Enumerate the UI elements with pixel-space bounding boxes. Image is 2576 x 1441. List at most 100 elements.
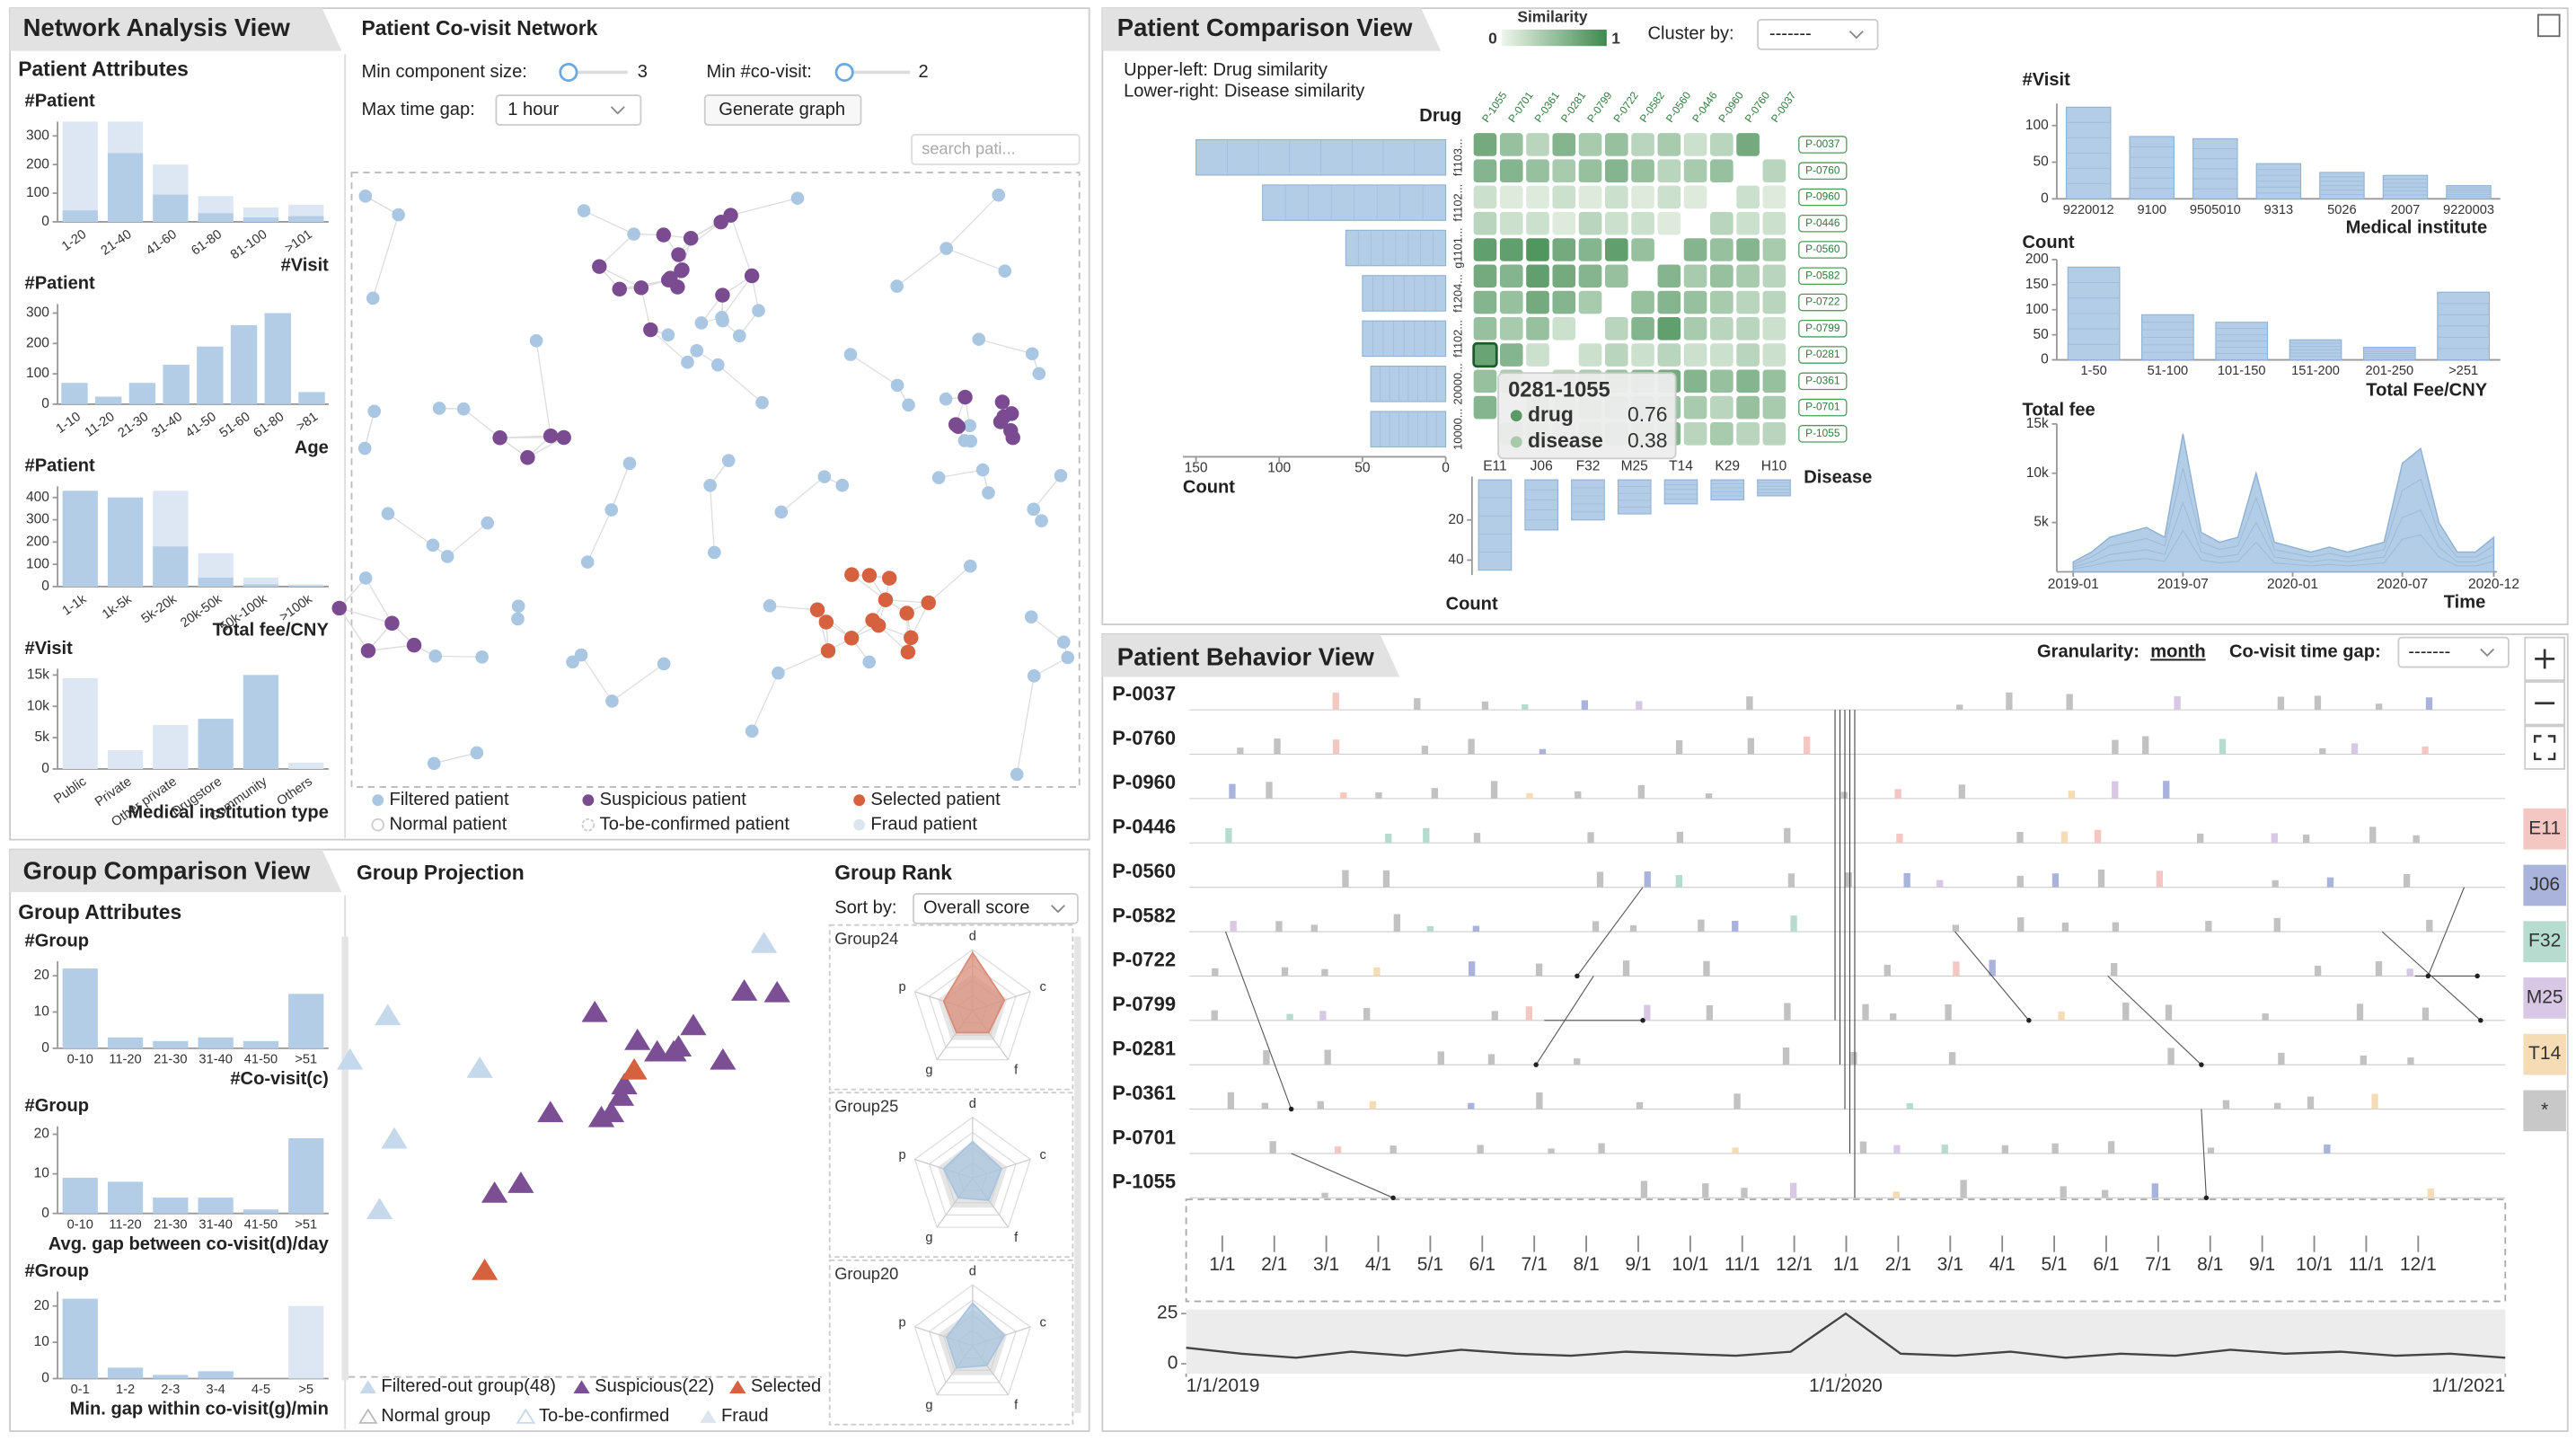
matrix-cell	[1710, 369, 1734, 393]
matrix-cell	[1657, 316, 1681, 340]
panel-title: Patient Comparison View	[1117, 13, 1413, 41]
axis-label: Drug	[1419, 106, 1461, 126]
x-axis-label: Total fee/CNY	[213, 621, 330, 641]
edge	[769, 605, 818, 611]
group-suspicious	[763, 980, 790, 1003]
legend-symbol	[573, 1380, 590, 1393]
fit-view[interactable]	[2524, 725, 2566, 770]
select[interactable]	[495, 94, 642, 126]
edge	[583, 209, 634, 235]
node	[862, 655, 877, 669]
node	[890, 279, 904, 293]
group-filtered	[375, 1003, 401, 1026]
visit-glyph	[1789, 1182, 1797, 1198]
section-title: Patient Co-visit Network	[361, 16, 597, 40]
visit-glyph	[2112, 781, 2119, 799]
radar-ring	[913, 949, 1031, 1061]
select[interactable]	[2397, 636, 2510, 668]
y-tick-label: 10	[34, 1004, 50, 1020]
node	[556, 429, 571, 446]
matrix-cell	[1526, 211, 1549, 235]
patient-name: P-0960	[1112, 771, 1176, 793]
visit-glyph	[1548, 1148, 1555, 1154]
select[interactable]	[913, 893, 1079, 924]
edge	[598, 234, 635, 268]
matrix-cell	[1657, 343, 1681, 367]
x-axis-label: Medical institution type	[128, 803, 328, 823]
visit-glyph	[1431, 788, 1438, 799]
matrix-cell	[1526, 290, 1549, 314]
y-axis-label: #Group	[25, 931, 90, 950]
export-icon[interactable]	[2536, 13, 2561, 38]
matrix-cell	[1736, 133, 1760, 156]
select[interactable]	[1757, 19, 1879, 50]
x-tick-label: 101-150	[2218, 364, 2266, 378]
scrollbar[interactable]	[341, 936, 348, 1381]
control-label: Cluster by:	[1648, 24, 1734, 44]
fee-layer	[2073, 529, 2494, 570]
x-tick-label: 0-10	[67, 1053, 93, 1067]
visit-glyph	[2324, 1145, 2331, 1154]
row-label: P-0446	[1805, 217, 1840, 229]
node	[878, 592, 894, 607]
co-visit-link	[1576, 887, 1644, 977]
node	[939, 392, 953, 406]
panel-title: Patient Behavior View	[1117, 643, 1375, 671]
visit-glyph	[1340, 792, 1347, 799]
node	[820, 643, 836, 659]
visit-glyph	[2369, 827, 2377, 844]
bar	[61, 383, 88, 404]
visit-glyph	[1953, 961, 1960, 977]
group-name: Group24	[834, 929, 898, 948]
node	[843, 631, 860, 646]
bar-background	[62, 121, 98, 222]
visit-glyph	[2151, 1183, 2158, 1198]
y-axis-label: #Patient	[25, 456, 96, 476]
row-label: P-1055	[1805, 427, 1840, 439]
visit-glyph	[1321, 968, 1328, 977]
control-value[interactable]: month	[2150, 641, 2205, 661]
visit-glyph	[2406, 968, 2413, 977]
bar-background	[62, 677, 98, 769]
section-title: Group Rank	[834, 861, 952, 884]
node	[1054, 469, 1068, 482]
zoom-out[interactable]	[2524, 681, 2566, 726]
slider-handle[interactable]	[834, 62, 854, 82]
group-suspicious	[587, 1105, 615, 1127]
scrollbar[interactable]	[1074, 936, 1081, 1413]
node	[481, 516, 495, 530]
node	[492, 430, 507, 446]
bar	[243, 217, 279, 222]
x-tick-label: 2020-01	[2267, 577, 2318, 592]
slider-handle[interactable]	[559, 62, 578, 82]
y-tick-label: 5k	[35, 729, 50, 745]
matrix-cell	[1631, 238, 1654, 261]
y-tick-label: 10	[34, 1334, 50, 1349]
legend-box	[2523, 977, 2566, 1019]
button[interactable]	[703, 94, 862, 126]
bar	[198, 1198, 234, 1214]
visit-glyph	[2403, 874, 2411, 888]
node	[475, 650, 489, 664]
matrix-cell	[1710, 238, 1734, 261]
patient-name: P-0446	[1112, 816, 1176, 838]
visit-glyph	[2427, 1188, 2434, 1198]
visit-glyph	[1840, 791, 1848, 799]
radar-shape	[942, 1140, 1003, 1201]
visit-glyph	[1389, 1145, 1397, 1154]
bar	[198, 1371, 234, 1379]
matrix-cell	[1710, 159, 1734, 183]
visit-glyph	[1212, 968, 1219, 977]
link-dot	[1288, 1106, 1294, 1112]
bar	[107, 1367, 144, 1379]
search-box[interactable]	[911, 134, 1081, 165]
bar	[198, 578, 234, 587]
visit-glyph	[1522, 704, 1529, 711]
visit-glyph	[1636, 1101, 1644, 1109]
x-tick-label: 31-40	[198, 1053, 232, 1067]
x-tick-label: 2-3	[161, 1383, 180, 1397]
edge	[778, 650, 829, 674]
select-value: -------	[1769, 24, 1812, 44]
node	[566, 655, 579, 669]
